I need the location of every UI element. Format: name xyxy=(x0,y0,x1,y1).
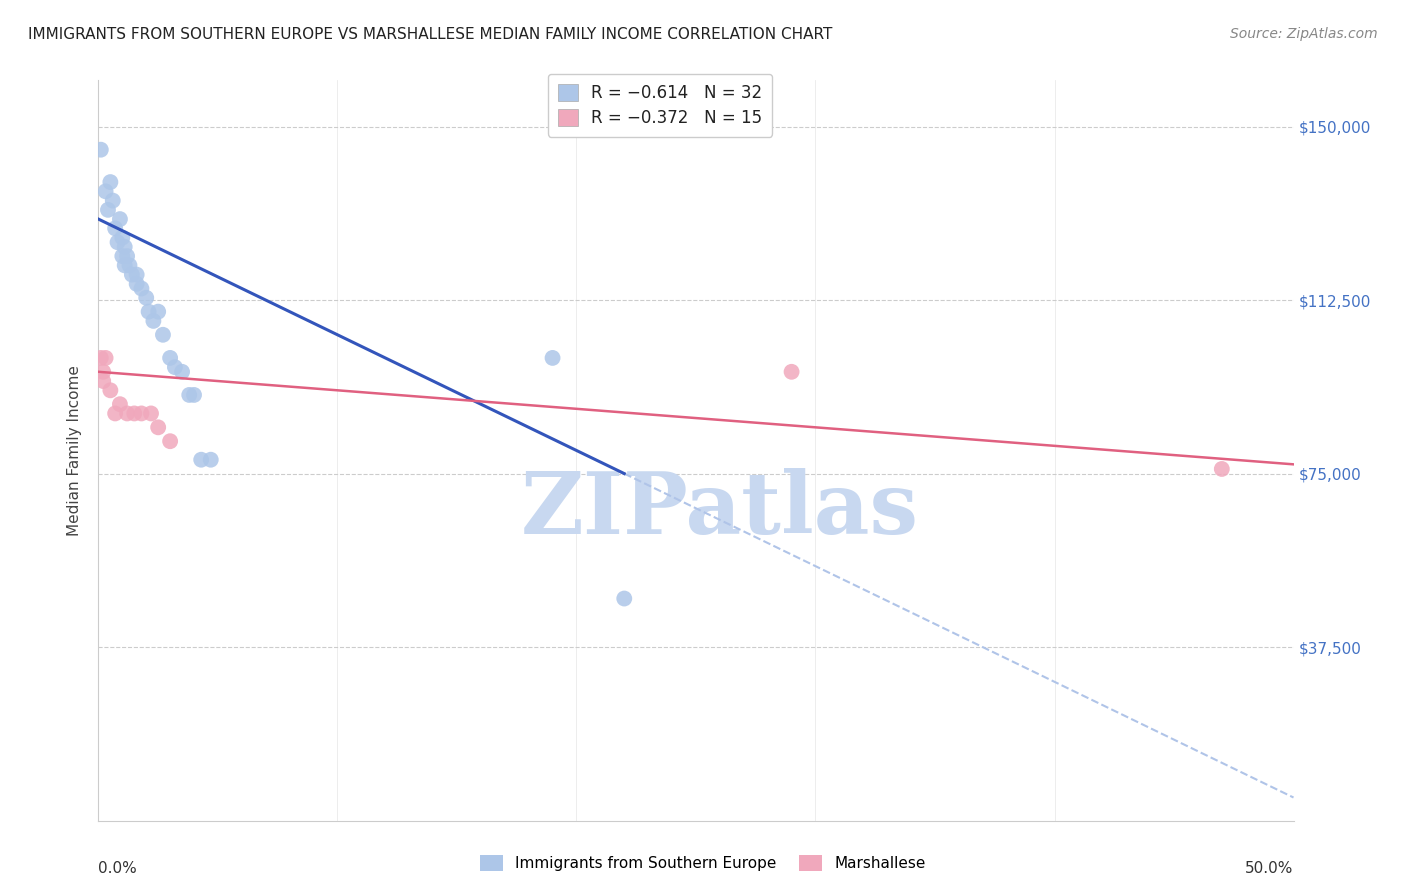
Point xyxy=(118,259,141,273)
Point xyxy=(1211,462,1233,476)
Point xyxy=(152,327,174,342)
Point xyxy=(159,351,181,365)
Point xyxy=(131,407,153,421)
Point xyxy=(138,304,160,318)
Text: Source: ZipAtlas.com: Source: ZipAtlas.com xyxy=(1230,27,1378,41)
Point xyxy=(142,314,165,328)
Point xyxy=(107,235,129,250)
Point xyxy=(159,434,181,449)
Point xyxy=(108,397,131,411)
Point xyxy=(183,388,205,402)
Point xyxy=(200,452,222,467)
Point xyxy=(135,291,157,305)
Point xyxy=(131,281,153,295)
Point xyxy=(172,365,194,379)
Point xyxy=(121,268,143,282)
Point xyxy=(90,143,112,157)
Point xyxy=(90,351,112,365)
Point xyxy=(114,259,136,273)
Point xyxy=(104,407,127,421)
Point xyxy=(125,277,148,291)
Y-axis label: Median Family Income: Median Family Income xyxy=(67,365,83,536)
Legend: R = −0.614   N = 32, R = −0.372   N = 15: R = −0.614 N = 32, R = −0.372 N = 15 xyxy=(548,74,772,136)
Point xyxy=(190,452,212,467)
Point xyxy=(124,407,146,421)
Point xyxy=(91,365,114,379)
Point xyxy=(613,591,636,606)
Point xyxy=(91,374,114,388)
Point xyxy=(98,175,122,189)
Point xyxy=(94,351,117,365)
Point xyxy=(163,360,186,375)
Point xyxy=(148,304,170,318)
Text: 0.0%: 0.0% xyxy=(98,862,138,876)
Point xyxy=(97,202,120,217)
Point xyxy=(148,420,170,434)
Text: ZIPatlas: ZIPatlas xyxy=(520,467,920,551)
Point xyxy=(98,384,122,398)
Point xyxy=(104,221,127,235)
Point xyxy=(179,388,201,402)
Point xyxy=(101,194,124,208)
Point xyxy=(114,240,136,254)
Point xyxy=(108,212,131,227)
Point xyxy=(111,230,134,244)
Point xyxy=(541,351,564,365)
Point xyxy=(139,407,162,421)
Point xyxy=(125,268,148,282)
Point xyxy=(111,249,134,263)
Point xyxy=(115,407,138,421)
Text: IMMIGRANTS FROM SOUTHERN EUROPE VS MARSHALLESE MEDIAN FAMILY INCOME CORRELATION : IMMIGRANTS FROM SOUTHERN EUROPE VS MARSH… xyxy=(28,27,832,42)
Point xyxy=(780,365,803,379)
Point xyxy=(115,249,138,263)
Point xyxy=(94,184,117,198)
Text: 50.0%: 50.0% xyxy=(1246,862,1294,876)
Legend: Immigrants from Southern Europe, Marshallese: Immigrants from Southern Europe, Marshal… xyxy=(474,849,932,877)
